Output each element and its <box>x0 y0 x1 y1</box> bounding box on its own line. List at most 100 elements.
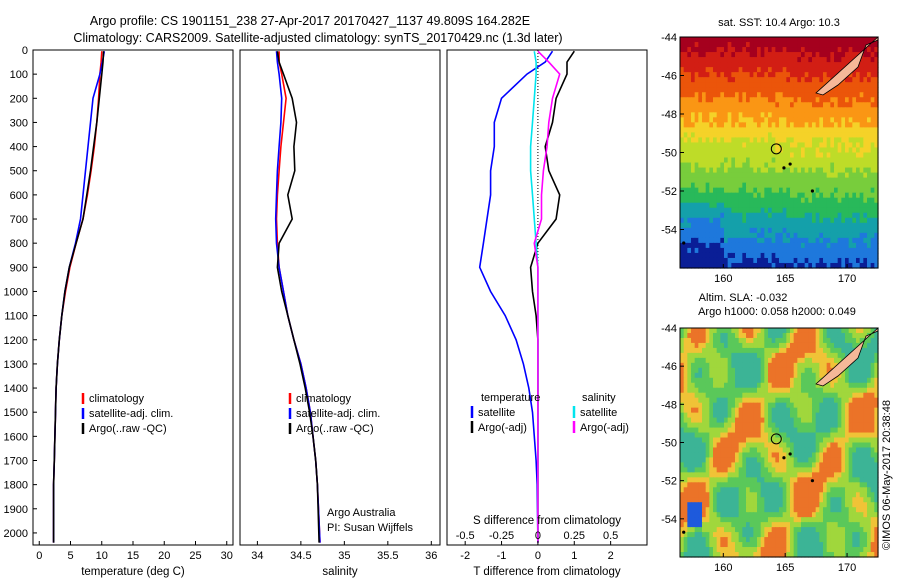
map-cell <box>694 77 699 83</box>
map-cell <box>757 247 762 254</box>
map-cell <box>753 117 758 123</box>
map-cell <box>823 507 828 513</box>
map-cell <box>797 537 802 543</box>
map-cell <box>819 482 824 488</box>
map-cell <box>731 252 736 259</box>
map-cell <box>826 502 831 508</box>
map-cell <box>727 432 732 439</box>
map-cell <box>856 182 861 189</box>
map-cell <box>768 177 773 184</box>
map-cell <box>786 497 791 503</box>
map-cell <box>834 197 839 204</box>
map-cell <box>779 182 784 189</box>
map-cell <box>757 492 762 498</box>
map-cell <box>749 472 754 478</box>
map-cell <box>735 52 740 58</box>
map-cell <box>779 242 784 249</box>
map-cell <box>691 77 696 83</box>
map-cell <box>786 542 791 548</box>
map-cell <box>753 417 758 424</box>
map-cell <box>764 202 769 209</box>
map-cell <box>863 427 868 434</box>
map-cell <box>727 82 732 88</box>
map-cell <box>874 462 879 468</box>
map-cell <box>764 497 769 503</box>
map-cell <box>680 452 685 459</box>
map-cell <box>819 142 824 149</box>
map-cell <box>815 147 820 154</box>
map-cell <box>779 132 784 139</box>
map-cell <box>779 137 784 144</box>
map-cell <box>812 242 817 249</box>
map-cell <box>724 492 729 498</box>
map-cell <box>863 437 868 444</box>
map-cell <box>753 482 758 488</box>
map-cell <box>815 257 820 264</box>
difference-panel: -2 -1 0 1 2T difference from climatologytemp… <box>446 49 648 578</box>
map-cell <box>702 447 707 454</box>
map-cell <box>713 337 718 344</box>
map-cell <box>870 387 875 394</box>
map-cell <box>834 387 839 394</box>
map-cell <box>801 542 806 548</box>
map-cell <box>793 457 798 464</box>
map-cell <box>713 192 718 199</box>
map-cell <box>812 37 817 43</box>
map-cell <box>786 337 791 344</box>
map-cell <box>859 217 864 224</box>
map-cell <box>713 412 718 419</box>
map-cell <box>764 177 769 184</box>
map-cell <box>815 42 820 48</box>
map-cell <box>808 457 813 464</box>
map-cell <box>863 202 868 209</box>
map-cell <box>738 342 743 349</box>
map-cell <box>808 387 813 394</box>
map-cell <box>753 517 758 523</box>
map-cell <box>757 347 762 354</box>
map-cell <box>683 477 688 483</box>
map-cell <box>753 397 758 404</box>
map-cell <box>742 72 747 78</box>
map-cell <box>760 242 765 249</box>
map-cell <box>859 227 864 234</box>
map-cell <box>757 102 762 108</box>
map-cell <box>683 517 688 523</box>
map-cell <box>863 137 868 144</box>
map-cell <box>790 367 795 374</box>
map-cell <box>808 147 813 154</box>
map-cell <box>749 507 754 513</box>
map-cell <box>720 157 725 164</box>
map-cell <box>698 67 703 73</box>
map-cell <box>812 77 817 83</box>
map-cell <box>698 232 703 239</box>
map-cell <box>749 397 754 404</box>
map-cell <box>727 387 732 394</box>
map-cell <box>702 112 707 118</box>
map-cell <box>771 452 776 459</box>
map-cell <box>727 227 732 234</box>
map-cell <box>764 102 769 108</box>
map-cell <box>764 347 769 354</box>
map-cell <box>705 462 710 468</box>
map-cell <box>837 347 842 354</box>
map-cell <box>815 182 820 189</box>
map-cell <box>705 367 710 374</box>
map-cell <box>735 467 740 473</box>
map-cell <box>793 542 798 548</box>
map-cell <box>731 507 736 513</box>
map-cell <box>749 427 754 434</box>
map-cell <box>731 467 736 473</box>
map-cell <box>738 67 743 73</box>
map-cell <box>801 182 806 189</box>
map-cell <box>786 187 791 194</box>
map-cell <box>845 132 850 139</box>
map-cell <box>724 187 729 194</box>
map-cell <box>804 107 809 113</box>
map-cell <box>680 177 685 184</box>
map-cell <box>786 502 791 508</box>
map-cell <box>705 237 710 244</box>
map-cell <box>687 147 692 154</box>
map-cell <box>804 57 809 63</box>
map-cell <box>815 207 820 214</box>
map-cell <box>775 127 780 134</box>
